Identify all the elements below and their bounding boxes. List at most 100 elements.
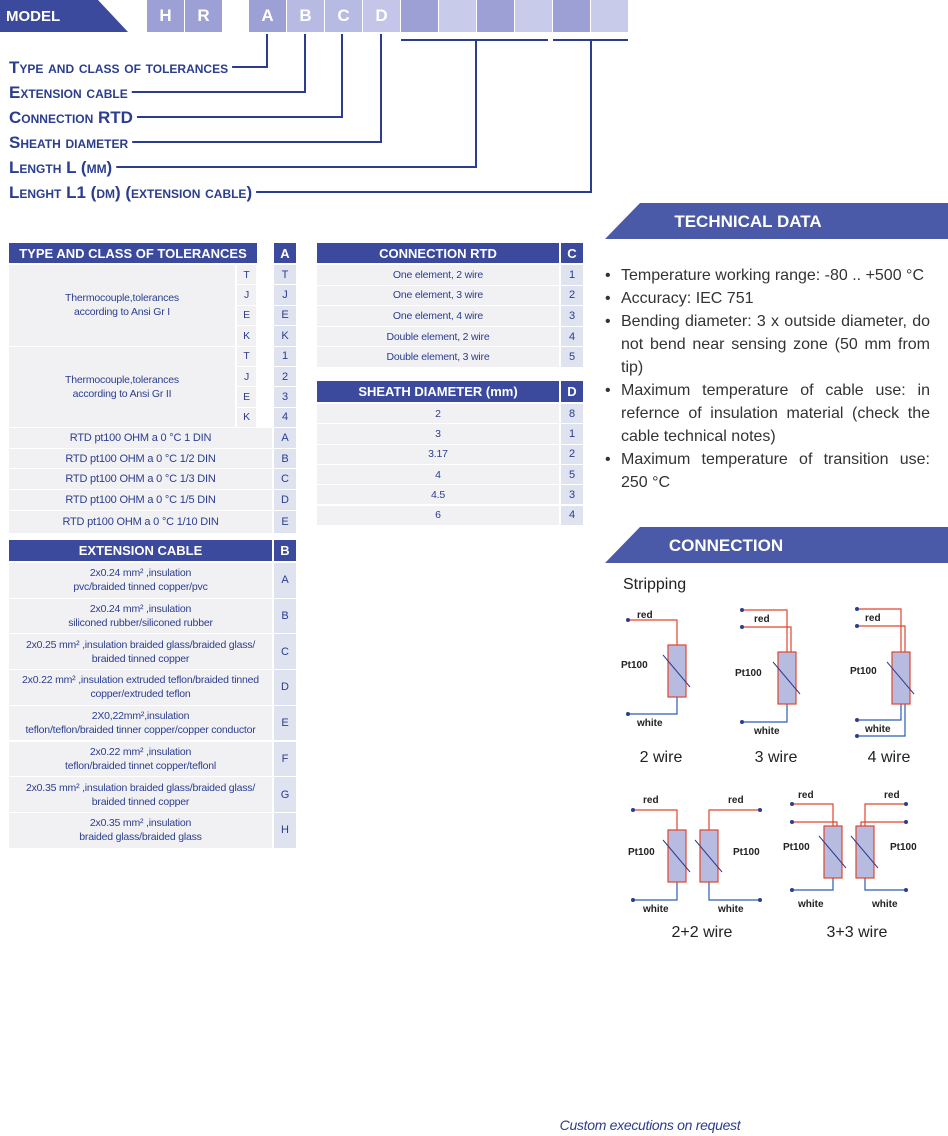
legend-connector [232,34,268,68]
row-description: One element, 2 wire [317,265,559,285]
row-description: RTD pt100 OHM a 0 °C 1/3 DIN [9,469,272,489]
technical-item: Maximum temperature of cable use: in ref… [605,379,930,448]
thermocouple-type: J [237,367,256,387]
row-description: 3 [317,424,559,444]
wire-end [790,802,794,806]
row-description: One element, 4 wire [317,306,559,326]
connection-title: CONNECTION [669,536,783,555]
model-code: A [249,0,286,32]
technical-item: Accuracy: IEC 751 [605,287,930,310]
row-code: K [274,326,296,346]
wire-label: red [865,613,881,624]
connection-banner [605,527,948,563]
thermocouple-type: T [237,346,256,366]
row-description: 2 [317,404,559,424]
diagram-caption: 4 wire [868,749,911,766]
model-code: H [147,0,184,32]
row-code: 4 [274,407,296,428]
table-header: CONNECTION RTD [317,243,559,263]
technical-banner [605,203,948,239]
element-label: Pt100 [733,847,760,858]
diagram-caption: 2 wire [640,749,683,766]
row-code: C [274,469,296,489]
row-description: 4.5 [317,485,559,505]
row-description: 2x0.24 mm² ,insulation siliconed rubber/… [9,598,272,634]
row-description: 2x0.25 mm² ,insulation braided glass/bra… [9,634,272,670]
thermocouple-type: K [237,407,256,428]
row-code: 3 [274,387,296,407]
row-description: 2X0,22mm²,insulation teflon/teflon/braid… [9,705,272,741]
row-code: 2 [561,444,583,464]
red-wire [792,803,834,826]
diagram-caption: 3 wire [755,749,798,766]
row-code: 5 [561,347,583,367]
wire-label: white [871,899,898,910]
red-wire [742,626,792,652]
technical-list: Temperature working range: -80 .. +500 °… [605,264,930,494]
technical-item: Bending diameter: 3 x outside diameter, … [605,310,930,379]
row-description: RTD pt100 OHM a 0 °C 1/2 DIN [9,448,272,469]
red-wire [857,608,902,652]
sensor-slash [850,835,879,869]
row-code: E [274,705,296,741]
wire-label: white [753,726,780,737]
row-code: C [274,634,296,670]
model-code: C [325,0,362,32]
wire-end [790,888,794,892]
technical-item: Maximum temperature of transition use: 2… [605,448,930,494]
legend-label: Lenght L1 (dm) (extension cable) [9,183,252,202]
row-code: H [274,812,296,848]
element-label: Pt100 [621,660,648,671]
wire-end [790,820,794,824]
legend-label: Extension cable [9,83,128,102]
row-code: G [274,777,296,812]
row-code: 5 [561,464,583,485]
wire-label: red [754,614,770,625]
model-arrow [0,0,128,32]
thermocouple-type: E [237,305,256,326]
element-label: Pt100 [850,666,877,677]
wire-label: red [728,795,744,806]
row-description: 4 [317,464,559,485]
technical-item: Temperature working range: -80 .. +500 °… [605,264,930,287]
wire-end [740,720,744,724]
table-code-header: A [274,243,296,263]
red-wire [708,809,760,830]
white-wire [857,704,906,737]
row-description: RTD pt100 OHM a 0 °C 1 DIN [9,428,272,448]
red-wire [792,821,838,826]
wire-label: red [637,610,653,621]
sensor-slash [694,839,723,873]
legend-connector [256,41,592,193]
wire-label: white [797,899,824,910]
element-label: Pt100 [783,842,810,853]
wire-label: white [864,724,891,735]
wire-label: red [884,790,900,801]
row-description: 2x0.24 mm² ,insulation pvc/braided tinne… [9,563,272,598]
row-code: E [274,305,296,326]
technical-list-box: Temperature working range: -80 .. +500 °… [605,246,930,512]
wire-end [758,808,762,812]
row-code: 3 [561,485,583,505]
element-label: Pt100 [628,847,655,858]
row-description: 2x0.22 mm² ,insulation extruded teflon/b… [9,670,272,705]
model-code: R [185,0,222,32]
row-description: 3.17 [317,444,559,464]
table-header: TYPE AND CLASS OF TOLERANCES [9,243,257,263]
row-code: A [274,563,296,598]
legend-label: Sheath diameter [9,133,129,152]
red-wire [742,609,788,652]
row-code: B [274,598,296,634]
sensor-slash [818,835,847,869]
row-code: 4 [561,326,583,347]
white-wire [857,704,902,721]
stripping-label: Stripping [623,576,686,593]
sensor-slash [772,661,801,695]
wire-end [855,718,859,722]
wire-end [631,898,635,902]
row-code: T [274,265,296,285]
white-wire [792,878,834,891]
red-wire [864,803,906,826]
wire-label: white [636,718,663,729]
